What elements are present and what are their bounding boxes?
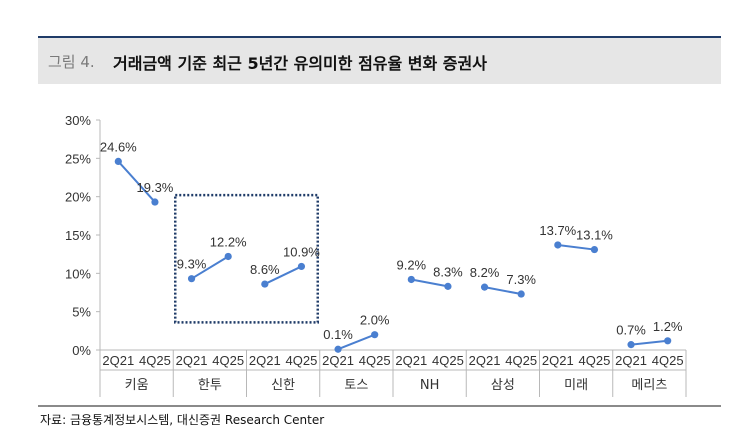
y-tick-label: 5%: [72, 305, 91, 320]
x-tick-label: 4Q25: [652, 353, 684, 368]
data-point: [187, 275, 196, 283]
data-point: [114, 157, 122, 165]
data-point: [480, 283, 489, 291]
data-label: 0.1%: [323, 327, 353, 342]
data-point: [664, 337, 672, 345]
series-line: [337, 333, 376, 351]
data-label: 8.6%: [250, 262, 280, 277]
data-point: [261, 280, 269, 288]
x-tick-label: 2Q21: [102, 353, 134, 368]
bottom-rule: [38, 405, 721, 407]
data-label: 13.7%: [539, 223, 576, 238]
data-point: [407, 275, 415, 284]
x-tick-label: 4Q25: [139, 353, 171, 368]
data-label: 19.3%: [137, 180, 174, 195]
x-tick-label: 4Q25: [286, 353, 318, 368]
series-line: [630, 339, 668, 346]
x-category-label: 신한: [271, 378, 295, 393]
data-label: 0.7%: [616, 323, 646, 338]
data-point: [371, 331, 379, 339]
data-point: [590, 245, 599, 254]
data-point: [444, 282, 452, 290]
y-tick-label: 25%: [65, 151, 91, 166]
data-label: 10.9%: [283, 244, 320, 259]
x-tick-label: 4Q25: [579, 353, 611, 368]
x-category-label: 미래: [564, 378, 588, 393]
data-point: [297, 262, 306, 271]
data-label: 9.2%: [396, 257, 426, 272]
y-tick-label: 0%: [72, 343, 91, 358]
x-category-label: 메리츠: [631, 378, 667, 393]
x-tick-label: 2Q21: [176, 353, 208, 368]
series-line: [557, 243, 595, 251]
title-top-rule: [38, 36, 721, 38]
data-point: [151, 198, 159, 206]
data-label: 13.1%: [576, 228, 613, 243]
chart-title: 거래금액 기준 최근 5년간 유의미한 점유율 변화 증권사: [113, 54, 487, 73]
series-line: [117, 160, 156, 203]
data-label: 8.2%: [470, 265, 500, 280]
figure-number: 그림 4.: [48, 53, 95, 71]
x-tick-label: 4Q25: [212, 353, 244, 368]
data-point: [334, 345, 342, 353]
series-line: [264, 265, 302, 285]
x-tick-label: 2Q21: [322, 353, 354, 368]
x-tick-label: 2Q21: [249, 353, 281, 368]
data-point: [517, 290, 525, 298]
y-tick-label: 30%: [65, 113, 91, 128]
data-label: 7.3%: [506, 272, 536, 287]
y-tick-label: 20%: [65, 190, 91, 205]
x-tick-label: 2Q21: [542, 353, 574, 368]
x-tick-label: 2Q21: [615, 353, 647, 368]
x-tick-label: 4Q25: [359, 353, 391, 368]
x-category-label: NH: [420, 378, 440, 393]
series-line: [411, 278, 449, 288]
highlight-box: [174, 193, 319, 324]
x-tick-label: 4Q25: [505, 353, 537, 368]
data-label: 24.6%: [100, 139, 137, 154]
x-tick-label: 2Q21: [395, 353, 427, 368]
data-label: 9.3%: [177, 257, 207, 272]
source-note: 자료: 금융통계정보시스템, 대신증권 Research Center: [40, 413, 325, 427]
x-category-label: 한투: [198, 378, 222, 393]
series-line: [484, 286, 522, 296]
title-bar: 그림 4. 거래금액 기준 최근 5년간 유의미한 점유율 변화 증권사: [38, 38, 721, 84]
data-point: [554, 241, 562, 249]
data-label: 12.2%: [210, 234, 247, 249]
x-tick-label: 2Q21: [469, 353, 501, 368]
x-category-label: 삼성: [491, 378, 515, 393]
data-point: [224, 252, 232, 261]
data-label: 8.3%: [433, 264, 463, 279]
series-line: [191, 255, 229, 280]
y-tick-label: 10%: [65, 266, 91, 281]
data-point: [627, 341, 635, 349]
y-tick-label: 15%: [65, 228, 91, 243]
x-category-label: 키움: [125, 378, 149, 393]
data-label: 2.0%: [360, 313, 390, 328]
x-category-label: 토스: [344, 378, 368, 393]
x-tick-label: 4Q25: [432, 353, 464, 368]
data-label: 1.2%: [653, 319, 683, 334]
